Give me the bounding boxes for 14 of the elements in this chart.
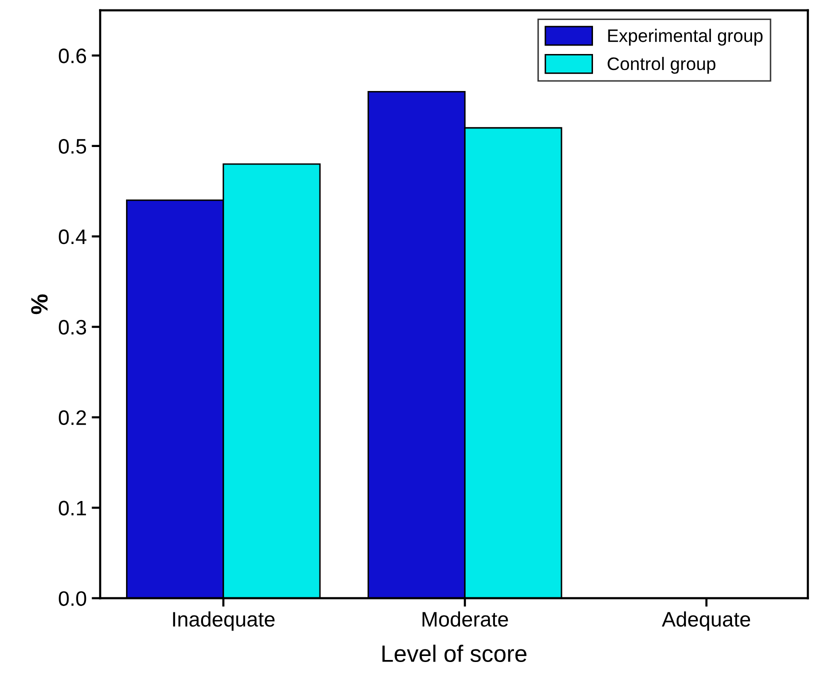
x-axis-title: Level of score [382, 644, 526, 662]
y-tick-label: 0.1 [58, 500, 86, 516]
y-axis-title: % [31, 294, 48, 314]
y-tick-label: 0.5 [58, 138, 86, 154]
y-tick-label: 0.4 [58, 229, 86, 244]
y-tick-label: 0.6 [58, 48, 86, 64]
y-tick-label: 0.3 [58, 320, 86, 335]
y-tick-label: 0.0 [58, 591, 86, 606]
legend-label: Experimental group [608, 28, 763, 46]
y-tick-label: 0.2 [58, 410, 86, 426]
x-tick-label: Adequate [662, 611, 750, 631]
x-tick-label: Moderate [422, 611, 508, 627]
legend-label: Control group [608, 56, 716, 74]
x-tick-label: Inadequate [173, 611, 275, 631]
